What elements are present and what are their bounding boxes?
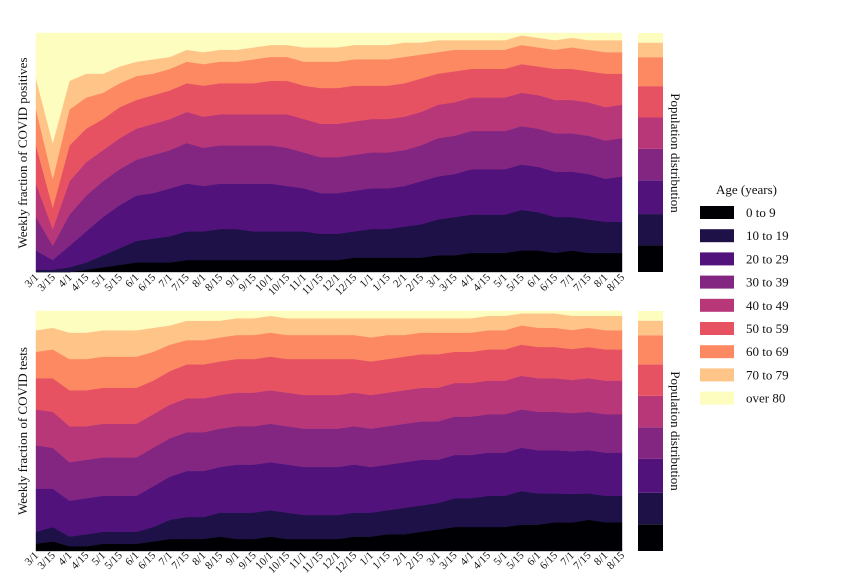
- x-tick-label: 8/15: [203, 271, 226, 294]
- population-segment: [638, 180, 663, 215]
- legend-label: 60 to 69: [746, 344, 789, 359]
- legend-label: 10 to 19: [746, 228, 789, 243]
- population-segment: [638, 214, 663, 246]
- bottom-x-ticks: 3/13/154/14/155/15/156/16/157/17/158/18/…: [23, 549, 628, 576]
- area-over-80: [35, 32, 623, 144]
- x-tick-label: 7/15: [169, 549, 192, 572]
- population-segment: [638, 86, 663, 118]
- legend-label: 30 to 39: [746, 275, 789, 290]
- top-population-label: Population distribution: [668, 93, 683, 213]
- bottom-panel: 3/13/154/14/155/15/156/16/157/17/158/18/…: [15, 310, 683, 576]
- x-tick-label: 3/15: [36, 549, 59, 572]
- population-segment: [638, 492, 663, 525]
- legend-swatch: [700, 322, 734, 335]
- legend-label: 40 to 49: [746, 298, 789, 313]
- legend-label: 70 to 79: [746, 367, 789, 382]
- legend-swatch: [700, 345, 734, 359]
- legend-title: Age (years): [716, 182, 777, 197]
- legend-swatch: [700, 275, 734, 289]
- bottom-areas: [35, 310, 623, 552]
- top-areas: [35, 32, 623, 273]
- population-segment: [638, 395, 663, 428]
- population-segment: [638, 364, 663, 396]
- legend-swatch: [700, 298, 734, 312]
- x-tick-label: 3/15: [36, 271, 59, 294]
- population-segment: [638, 335, 663, 365]
- legend-swatch: [700, 206, 734, 219]
- population-segment: [638, 148, 663, 181]
- population-segment: [638, 245, 663, 272]
- legend-label: 0 to 9: [746, 205, 776, 220]
- x-tick-label: 4/15: [69, 549, 92, 572]
- x-tick-label: 4/15: [471, 271, 494, 294]
- x-tick-label: 3/15: [437, 271, 460, 294]
- x-tick-label: 8/15: [605, 271, 628, 294]
- x-tick-label: 4/15: [69, 271, 92, 294]
- legend-label: 20 to 29: [746, 251, 789, 266]
- x-tick-label: 8/15: [203, 549, 226, 572]
- legend-swatch: [700, 229, 734, 243]
- x-tick-label: 6/15: [538, 549, 561, 572]
- x-tick-label: 6/15: [538, 271, 561, 294]
- x-tick-label: 2/15: [404, 549, 427, 572]
- x-tick-label: 7/15: [571, 549, 594, 572]
- top-x-ticks: 3/13/154/14/155/15/156/16/157/17/158/18/…: [23, 271, 628, 298]
- x-tick-label: 1/15: [370, 271, 393, 294]
- x-tick-label: 4/15: [471, 549, 494, 572]
- population-segment: [638, 320, 663, 336]
- x-tick-label: 6/15: [136, 549, 159, 572]
- legend-label: 50 to 59: [746, 321, 789, 336]
- bottom-population-label: Population distribution: [668, 371, 683, 491]
- population-segment: [638, 427, 663, 459]
- x-tick-label: 5/15: [103, 549, 126, 572]
- top-population-bar: [638, 33, 663, 272]
- legend: Age (years) 0 to 9 10 to 19 20 to 29 30 to …: [700, 182, 789, 406]
- x-tick-label: 5/15: [504, 271, 527, 294]
- x-tick-label: 2/15: [404, 271, 427, 294]
- x-tick-label: 7/15: [571, 271, 594, 294]
- legend-swatch: [700, 391, 734, 405]
- area-over-80: [35, 310, 623, 333]
- population-segment: [638, 311, 663, 321]
- population-segment: [638, 33, 663, 43]
- x-tick-label: 3/15: [437, 549, 460, 572]
- population-segment: [638, 524, 663, 551]
- x-tick-label: 1/15: [370, 549, 393, 572]
- population-segment: [638, 42, 663, 58]
- x-tick-label: 5/15: [103, 271, 126, 294]
- population-segment: [638, 117, 663, 149]
- population-segment: [638, 458, 663, 493]
- top-y-axis-label: Weekly fraction of COVID positives: [15, 57, 30, 248]
- x-tick-label: 7/15: [169, 271, 192, 294]
- bottom-y-axis-label: Weekly fraction of COVID tests: [15, 347, 30, 515]
- x-tick-label: 8/15: [605, 549, 628, 572]
- legend-swatch: [700, 368, 734, 382]
- legend-items: 0 to 9 10 to 19 20 to 29 30 to 39 40 to 49 50…: [700, 205, 789, 406]
- top-panel: 3/13/154/14/155/15/156/16/157/17/158/18/…: [15, 32, 683, 298]
- population-segment: [638, 57, 663, 87]
- x-tick-label: 6/15: [136, 271, 159, 294]
- x-tick-label: 5/15: [504, 549, 527, 572]
- legend-label: over 80: [746, 391, 785, 406]
- bottom-population-bar: [638, 311, 663, 551]
- legend-swatch: [700, 252, 734, 266]
